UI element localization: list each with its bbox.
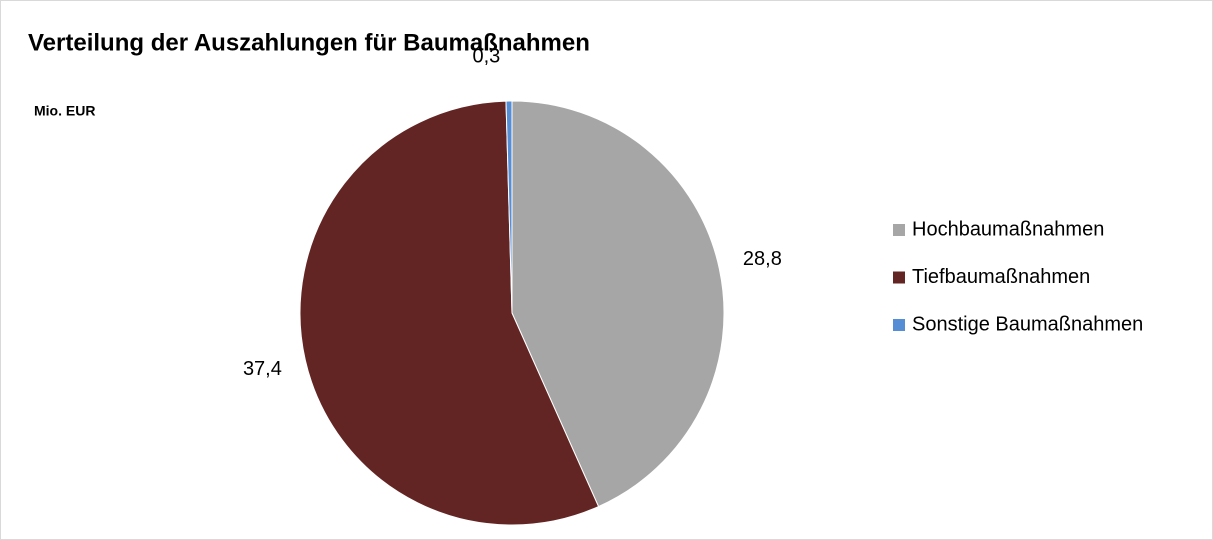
legend-label: Hochbaumaßnahmen (912, 218, 1104, 240)
chart-title: Verteilung der Auszahlungen für Baumaßna… (28, 29, 590, 56)
legend-label: Tiefbaumaßnahmen (912, 266, 1090, 288)
legend-swatch (893, 271, 905, 284)
chart-subtitle: Mio. EUR (34, 103, 95, 119)
data-label: 28,8 (743, 248, 782, 270)
legend-swatch (893, 224, 905, 236)
legend-swatch (893, 319, 905, 331)
pie-slice (505, 100, 513, 314)
pie-slice (299, 100, 600, 526)
legend-label: Sonstige Baumaßnahmen (912, 313, 1143, 335)
data-label: 37,4 (243, 358, 282, 380)
data-label: 0,3 (472, 45, 500, 67)
pie-slice (511, 100, 725, 508)
